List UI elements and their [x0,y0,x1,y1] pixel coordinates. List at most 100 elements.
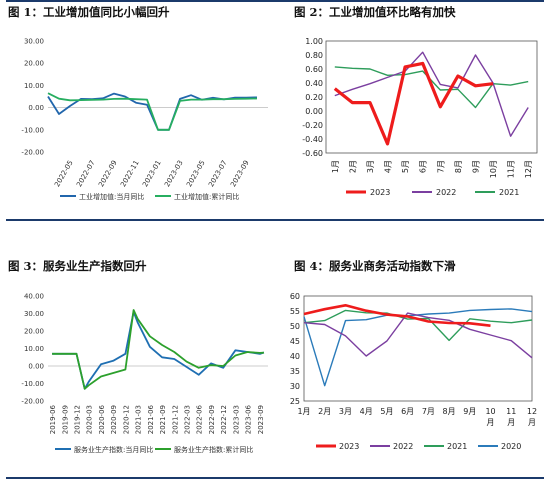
x-tick-label: 1月 [297,407,310,416]
y-tick-label: 1.00 [305,37,323,46]
y-tick-label: -0.60 [302,149,323,158]
x-tick-label: 2023-09 [257,405,265,434]
x-tick-label: 2023-03 [163,159,185,188]
x-tick-label: 4月 [384,160,393,173]
y-tick-label: 40 [290,352,300,361]
y-tick-label: 0.00 [305,107,323,116]
series-line-2020 [303,308,533,387]
y-tick-label: -0.40 [302,135,323,144]
series-line-2022 [303,312,533,359]
y-tick-label: 0.80 [305,51,323,60]
legend-label: 服务业生产指数:累计同比 [174,445,253,454]
y-tick-label: -20.00 [21,149,44,157]
legend-label: 服务业生产指数:当月同比 [74,445,153,454]
legend-label: 工业增加值:当月同比 [79,192,144,201]
x-tick-label: 6月 [419,160,428,173]
x-tick-label: 11月 [507,160,516,178]
x-tick-label: 10 [485,407,495,416]
y-tick-label: 60 [290,292,300,301]
x-tick-label: 9月 [471,160,480,173]
x-tick-label: 5月 [380,407,393,416]
y-tick-label: 0.20 [305,93,323,102]
x-tick-label: 2022-12 [220,405,228,434]
x-tick-label: 3月 [339,407,352,416]
top-rule [6,0,544,2]
x-tick-label: 2023-03 [232,405,240,434]
y-tick-label: 30.00 [24,310,44,318]
y-tick-label: 0.00 [28,104,44,112]
x-tick-label: 2019-09 [61,405,69,434]
x-tick-label: 10月 [489,160,498,178]
x-tick-label: 2021-03 [135,405,143,434]
legend-label: 2023 [370,188,390,197]
y-tick-label: 0.40 [305,79,323,88]
x-tick-label: 2020-06 [98,404,106,434]
y-tick-label: 10.00 [24,82,44,90]
y-tick-label: 35 [290,367,300,376]
y-tick-label: 30.00 [24,38,44,46]
x-tick-label: 月 [528,418,536,427]
x-tick-label: 7月 [422,407,435,416]
legend-label: 2021 [499,188,519,197]
mid-rule [6,219,544,221]
x-tick-label: 7月 [436,160,445,173]
x-tick-label: 月 [507,418,515,427]
x-tick-label: 2020-09 [110,405,118,434]
x-tick-label: 2021-09 [159,405,167,434]
x-tick-label: 2021-12 [171,405,179,434]
x-tick-label: 2月 [348,160,357,173]
x-tick-label: 2023-06 [245,404,253,434]
x-tick-label: 8月 [454,160,463,173]
x-tick-label: 12 [527,407,537,416]
y-tick-label: 45 [290,337,300,346]
series-line-2023 [303,304,491,327]
x-tick-label: 2022-11 [119,159,141,188]
x-tick-label: 月 [487,418,495,427]
y-tick-label: -10.00 [21,380,44,388]
series-line-2 [52,309,264,390]
x-tick-label: 9月 [463,407,476,416]
x-tick-label: 4月 [360,407,373,416]
legend-label: 2022 [393,442,413,451]
y-tick-label: 40.00 [24,293,44,301]
x-tick-label: 2月 [318,407,331,416]
y-tick-label: 25 [290,397,300,406]
x-tick-label: 8月 [443,407,456,416]
x-tick-label: 2022-06 [196,404,204,434]
y-tick-label: 55 [290,307,300,316]
y-tick-label: 20.00 [24,60,44,68]
figure-2-title: 图 2：工业增加值环比略有加快 [294,5,456,19]
y-tick-label: -10.00 [21,126,44,134]
x-tick-label: 2019-06 [49,404,57,434]
figure-1-title: 图 1：工业增加值同比小幅回升 [8,5,170,19]
plot-frame [325,40,538,154]
x-tick-label: 2022-03 [184,405,192,434]
x-tick-label: 2020-03 [86,405,94,434]
series-line-2022 [334,51,529,137]
plot-frame [303,295,533,402]
x-tick-label: 12月 [524,160,533,178]
x-tick-label: 2023-07 [207,159,229,188]
y-tick-label: 20.00 [24,328,44,336]
y-tick-label: -20.00 [21,398,44,406]
y-tick-label: -0.20 [302,121,323,130]
x-tick-label: 2021-06 [147,404,155,434]
x-tick-label: 2023-01 [141,159,163,188]
y-tick-label: 0.60 [305,65,323,74]
figure-3-title: 图 3：服务业生产指数回升 [8,259,147,273]
series-line-1 [52,310,265,390]
x-tick-label: 2022-09 [97,159,119,188]
series-line-2021 [334,66,529,109]
legend-label: 2023 [339,442,359,451]
x-tick-label: 2022-05 [53,159,75,188]
x-tick-label: 2022-09 [208,405,216,434]
legend-label: 2021 [447,442,467,451]
x-tick-label: 2020-12 [122,405,130,434]
legend-label: 2020 [501,442,521,451]
y-tick-label: 50 [290,322,300,331]
y-tick-label: 30 [290,382,300,391]
series-line-2 [47,92,258,131]
figure-4-title: 图 4：服务业商务活动指数下滑 [294,259,456,273]
x-tick-label: 5月 [401,160,410,173]
